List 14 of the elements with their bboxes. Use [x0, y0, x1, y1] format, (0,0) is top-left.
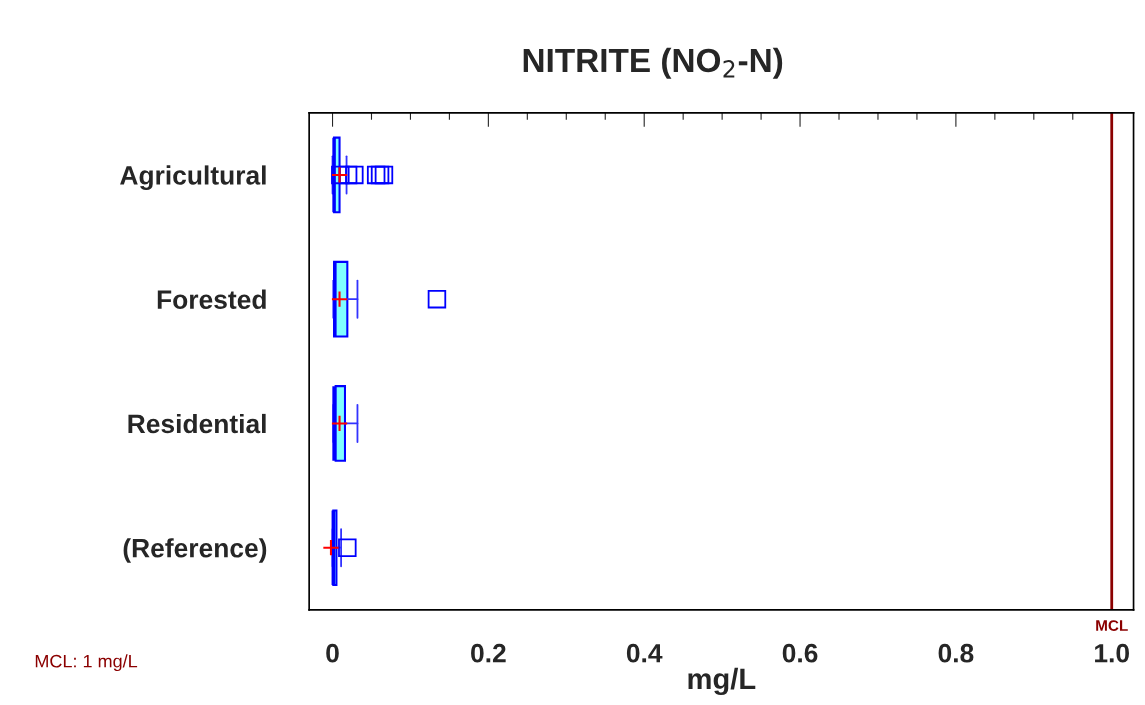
y-tick-label: (Reference)	[123, 538, 267, 563]
x-tick-label: 0.4	[626, 643, 663, 663]
ref-line-label: MCL	[1096, 620, 1128, 631]
chart-title: NITRITE (NO$_{2}$-N)	[523, 47, 783, 79]
x-tick-label: 0.6	[782, 643, 818, 663]
x-tick-label: 1.0	[1095, 643, 1129, 663]
x-axis-title: mg/L	[688, 667, 756, 696]
y-tick-label: Residential	[128, 413, 266, 434]
text: MCL: 1 mg/L	[35, 654, 138, 672]
y-tick-label: Forested	[157, 289, 266, 310]
x-tick-label: 0.2	[471, 643, 506, 663]
y-tick-label: Agricultural	[120, 165, 266, 191]
x-tick-label: 0.8	[938, 643, 974, 663]
x-tick-label: 0	[326, 643, 339, 663]
